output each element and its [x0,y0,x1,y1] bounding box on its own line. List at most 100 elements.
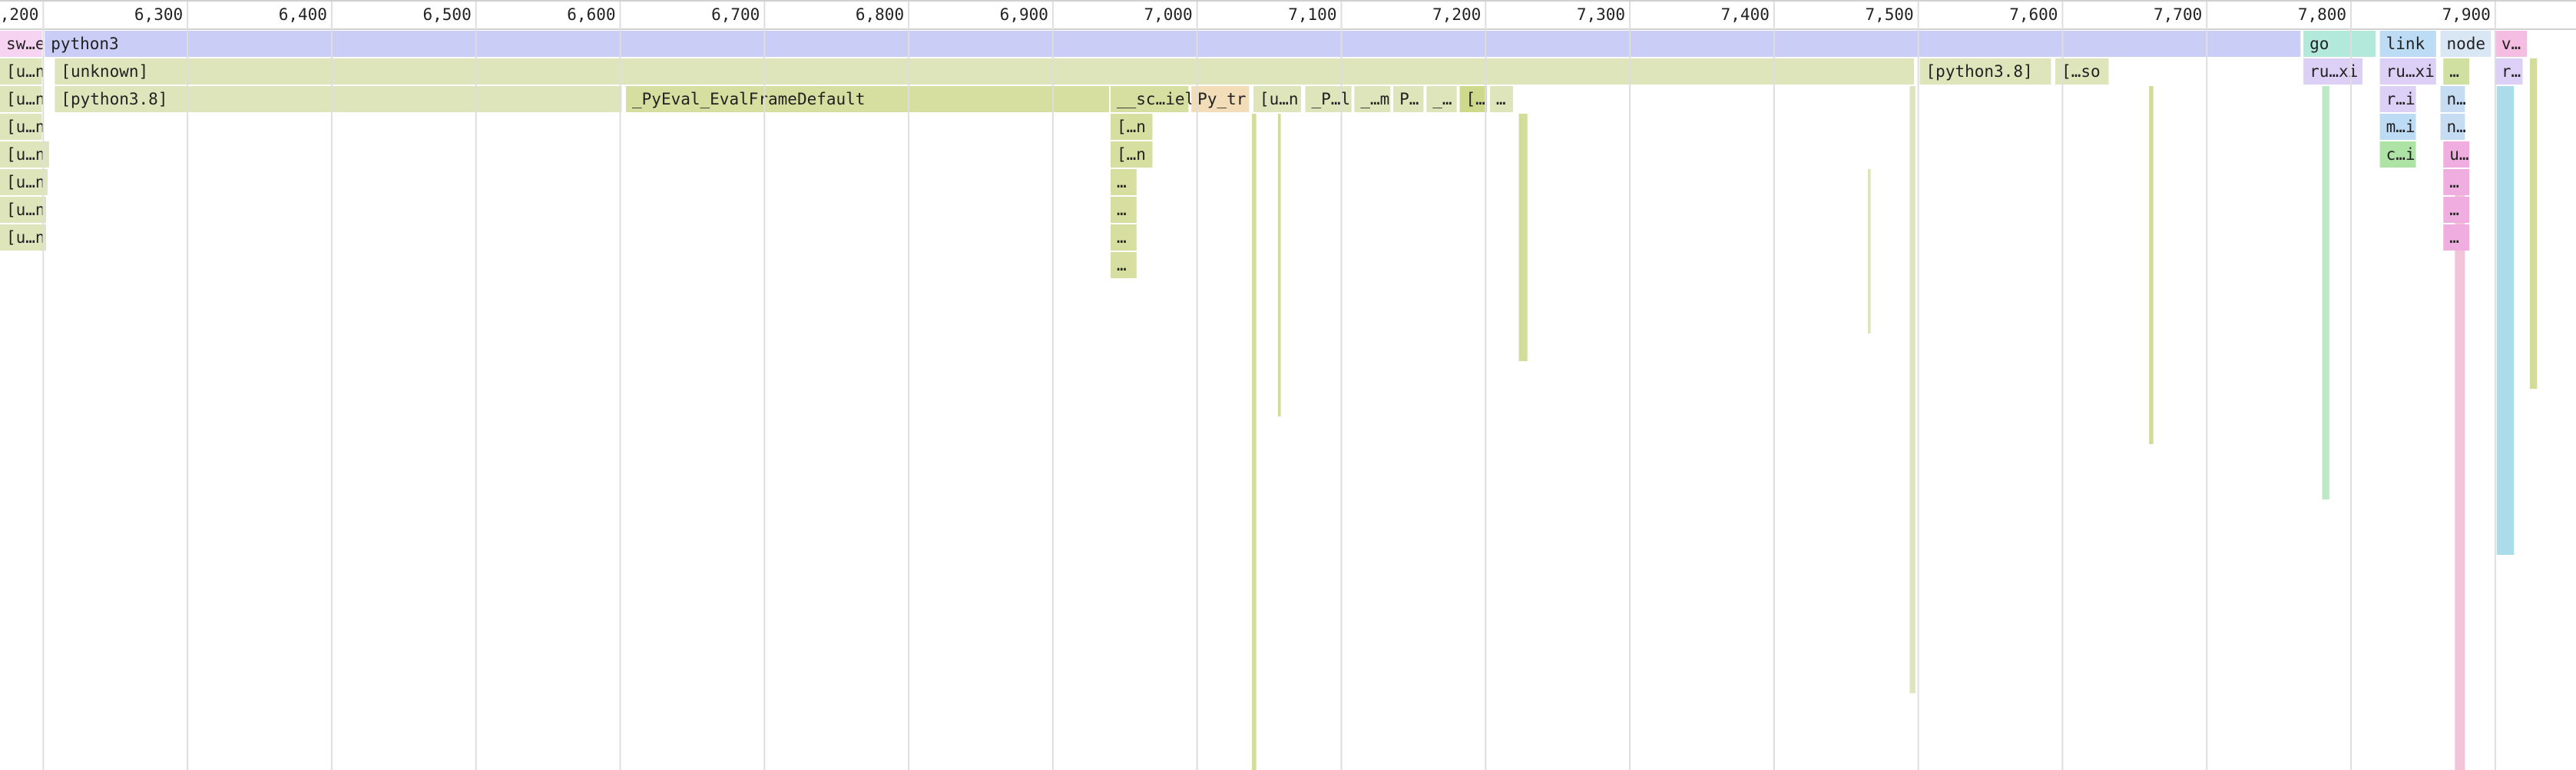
stack-slice [1909,86,1915,693]
frames: sw…e python3 go link node v… [u…n [unknown] [pyt… [0,31,2538,770]
stack-slice [1518,114,1528,361]
x-tick-label: 6,600 [567,5,615,24]
frame [2440,86,2465,112]
x-tick-label: 6,800 [856,5,904,24]
frame-label: … [1117,173,1127,191]
frame [2443,197,2470,223]
x-tick-label: 7,200 [1432,5,1481,24]
stack-slice [2322,86,2329,500]
x-tick-label: 7,800 [2298,5,2346,24]
frame [1111,224,1137,251]
frame [1354,86,1391,112]
frame-label: python3 [51,35,119,53]
frame [55,86,622,112]
frame [2495,31,2528,57]
frame-label: m…i [2386,118,2415,136]
frame [2303,31,2376,57]
frame [2440,31,2492,57]
stack-slice [1867,169,1871,334]
frame-label: [u…n [6,228,45,247]
frame-label: c…i [2386,145,2415,164]
frame-label: … [1496,90,1506,108]
frame-label: __sc…iel [1117,90,1194,108]
frame-label: … [1117,228,1127,247]
frame-label: … [1117,201,1127,219]
frame [1111,86,1189,112]
frame [2443,224,2470,251]
frame [2055,58,2109,85]
frame-label: […n [1117,145,1146,164]
frame-label: [python3.8] [1926,62,2033,81]
frame [1459,86,1488,112]
frame-label: n… [2446,90,2465,108]
stack-slice [2149,86,2154,444]
frame-label: [u…n [6,201,45,219]
frame-label: … [2449,201,2459,219]
frame [2440,114,2465,140]
frame-label: _PyEval_EvalFrameDefault [632,90,865,108]
frame [1305,86,1352,112]
grid [42,2,2496,770]
frame [1191,86,1250,112]
frame [2379,141,2416,168]
frame [626,86,1110,112]
frame [0,197,47,223]
stack-slice [2455,169,2465,770]
frame-label: [u…n [6,145,45,164]
frame [1489,86,1513,112]
frame-label: u… [2449,145,2468,164]
frame-label: _…m [1360,90,1389,108]
frame [1111,141,1153,168]
frame-label: [u…n [6,62,45,81]
stack-slice [2496,86,2515,555]
stack-slice [2529,58,2538,389]
frame-label: Py_tr [1197,90,1246,108]
frame [55,58,1915,85]
frame-label: [u…n [6,173,45,191]
x-tick-label: 7,900 [2442,5,2491,24]
x-tick-label: 6,400 [279,5,327,24]
frame-label: … [2449,62,2459,81]
frame-label: … [2449,173,2459,191]
x-tick-label: 7,700 [2154,5,2202,24]
frame-label: … [2449,228,2459,247]
frame [0,141,49,168]
frame-label: [python3.8] [61,90,167,108]
frame [2379,58,2436,85]
frame [1426,86,1457,112]
frame [2443,169,2470,195]
frame-label: v… [2502,35,2521,53]
frame-label: […so [2061,62,2101,81]
frame [0,31,42,57]
frame [2379,114,2416,140]
frame [2443,58,2470,85]
x-tick-label: 7,600 [2009,5,2058,24]
frame-label: sw…e [6,35,45,53]
x-tick-label: 7,300 [1577,5,1625,24]
frame-label: ru…xi [2386,62,2435,81]
x-tick-label: 7,100 [1288,5,1336,24]
x-tick-label: 7,500 [1865,5,1913,24]
x-tick-label: 7,000 [1144,5,1192,24]
frame [2379,86,2416,112]
frame [1111,169,1137,195]
frame-label: [u…n [1260,90,1299,108]
frame [1111,252,1137,278]
frame [2379,31,2436,57]
frame-label: … [1117,256,1127,274]
x-tick-label: 7,400 [1721,5,1770,24]
frame-label: [u…n [6,118,45,136]
frame [1111,114,1153,140]
frame [2443,141,2470,168]
x-tick-label: 6,500 [423,5,472,24]
x-tick-label: 6,700 [711,5,760,24]
frame [0,224,47,251]
frame [0,169,48,195]
frame-label: n… [2446,118,2465,136]
frame-label: r… [2502,62,2521,81]
frame-label: r…i [2386,90,2415,108]
frame-label: [u…n [6,90,45,108]
frame-label: _P…l [1312,90,1351,108]
frame-label: link [2386,35,2425,53]
